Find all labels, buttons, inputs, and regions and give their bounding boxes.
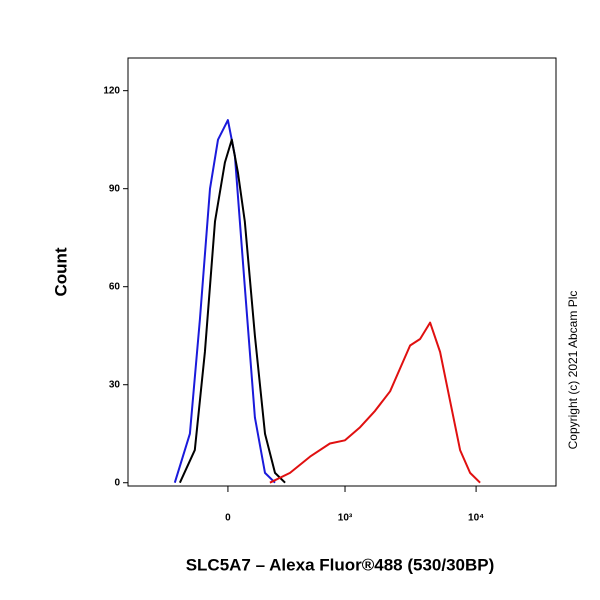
y-tick-label: 90 bbox=[109, 183, 121, 194]
histogram-line bbox=[173, 119, 276, 484]
y-tick-label: 60 bbox=[109, 281, 121, 292]
x-tick-label: 10⁴ bbox=[468, 513, 484, 524]
y-tick-label: 0 bbox=[114, 477, 120, 488]
x-tick-label: 10³ bbox=[338, 513, 353, 524]
y-tick-label: 120 bbox=[103, 85, 120, 96]
x-axis-title: SLC5A7 – Alexa Fluor®488 (530/30BP) bbox=[186, 555, 495, 574]
histogram-line bbox=[178, 138, 286, 484]
y-axis-title: Count bbox=[51, 247, 70, 296]
x-tick-label: 0 bbox=[225, 513, 231, 524]
plot-frame bbox=[127, 57, 557, 487]
y-tick-label: 30 bbox=[109, 379, 121, 390]
histogram-line bbox=[269, 321, 481, 484]
copyright: Copyright (c) 2021 Abcam Plc bbox=[566, 291, 580, 450]
